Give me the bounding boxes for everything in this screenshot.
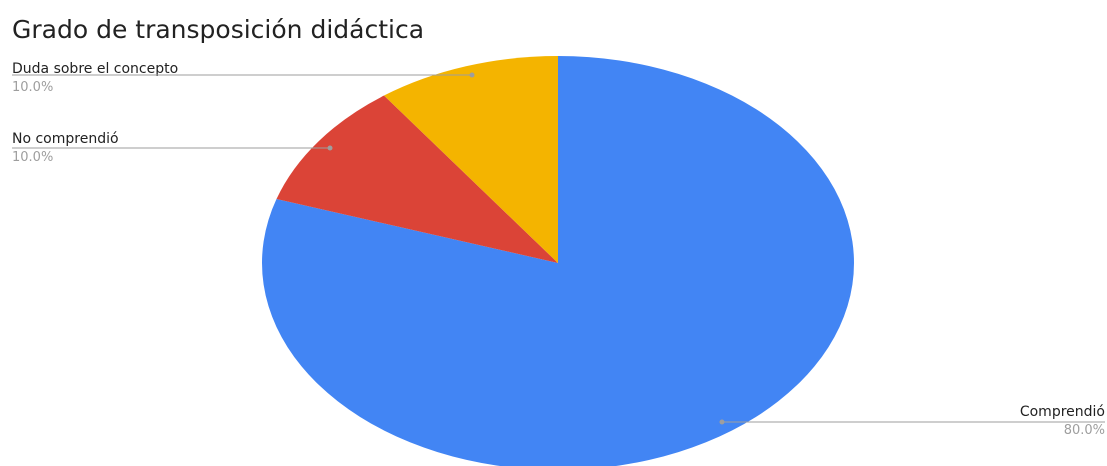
slice-labels: Comprendió 80.0% No comprendió 10.0% Duda so… [12,61,1105,438]
pie-slices [262,56,854,466]
pie-slice-duda-sobre-el-concepto[interactable] [384,56,558,263]
slice-percent-duda-sobre-el-concepto: 10.0% [12,80,53,95]
slice-percent-no-comprendio: 10.0% [12,150,53,165]
slice-label-duda-sobre-el-concepto: Duda sobre el concepto [12,61,178,77]
leader-dot-no-comprendio [327,145,333,151]
pie-slice-no-comprendio[interactable] [276,95,558,263]
chart-title: Grado de transposición didáctica [12,15,424,44]
slice-percent-comprendio: 80.0% [1064,423,1105,438]
pie-slice-comprendio[interactable] [262,56,854,466]
slice-label-comprendio: Comprendió [1020,404,1105,420]
leader-dot-duda-sobre-el-concepto [469,72,475,78]
slice-label-no-comprendio: No comprendió [12,131,119,147]
leader-dot-comprendio [719,419,725,425]
